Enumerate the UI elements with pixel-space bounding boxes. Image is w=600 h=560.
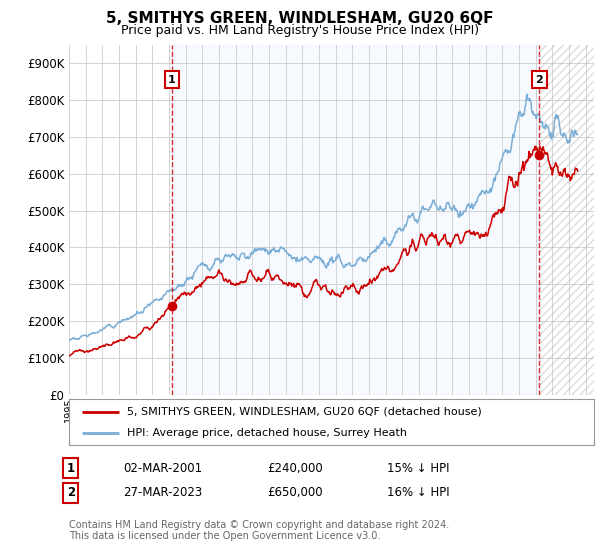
Text: 5, SMITHYS GREEN, WINDLESHAM, GU20 6QF: 5, SMITHYS GREEN, WINDLESHAM, GU20 6QF	[106, 11, 494, 26]
Text: Price paid vs. HM Land Registry's House Price Index (HPI): Price paid vs. HM Land Registry's House …	[121, 24, 479, 36]
Bar	[172, 45, 539, 395]
Text: 27-MAR-2023: 27-MAR-2023	[123, 486, 202, 500]
Text: £650,000: £650,000	[267, 486, 323, 500]
Text: 1: 1	[168, 75, 176, 85]
Text: 15% ↓ HPI: 15% ↓ HPI	[387, 461, 449, 475]
Text: 2: 2	[536, 75, 544, 85]
Text: 02-MAR-2001: 02-MAR-2001	[123, 461, 202, 475]
Bar	[539, 45, 594, 395]
Text: 16% ↓ HPI: 16% ↓ HPI	[387, 486, 449, 500]
Text: HPI: Average price, detached house, Surrey Heath: HPI: Average price, detached house, Surr…	[127, 428, 407, 438]
Bar	[539, 45, 594, 395]
Text: 1: 1	[67, 461, 75, 475]
Text: £240,000: £240,000	[267, 461, 323, 475]
Text: Contains HM Land Registry data © Crown copyright and database right 2024.
This d: Contains HM Land Registry data © Crown c…	[69, 520, 449, 542]
Text: 5, SMITHYS GREEN, WINDLESHAM, GU20 6QF (detached house): 5, SMITHYS GREEN, WINDLESHAM, GU20 6QF (…	[127, 407, 482, 417]
Text: 2: 2	[67, 486, 75, 500]
